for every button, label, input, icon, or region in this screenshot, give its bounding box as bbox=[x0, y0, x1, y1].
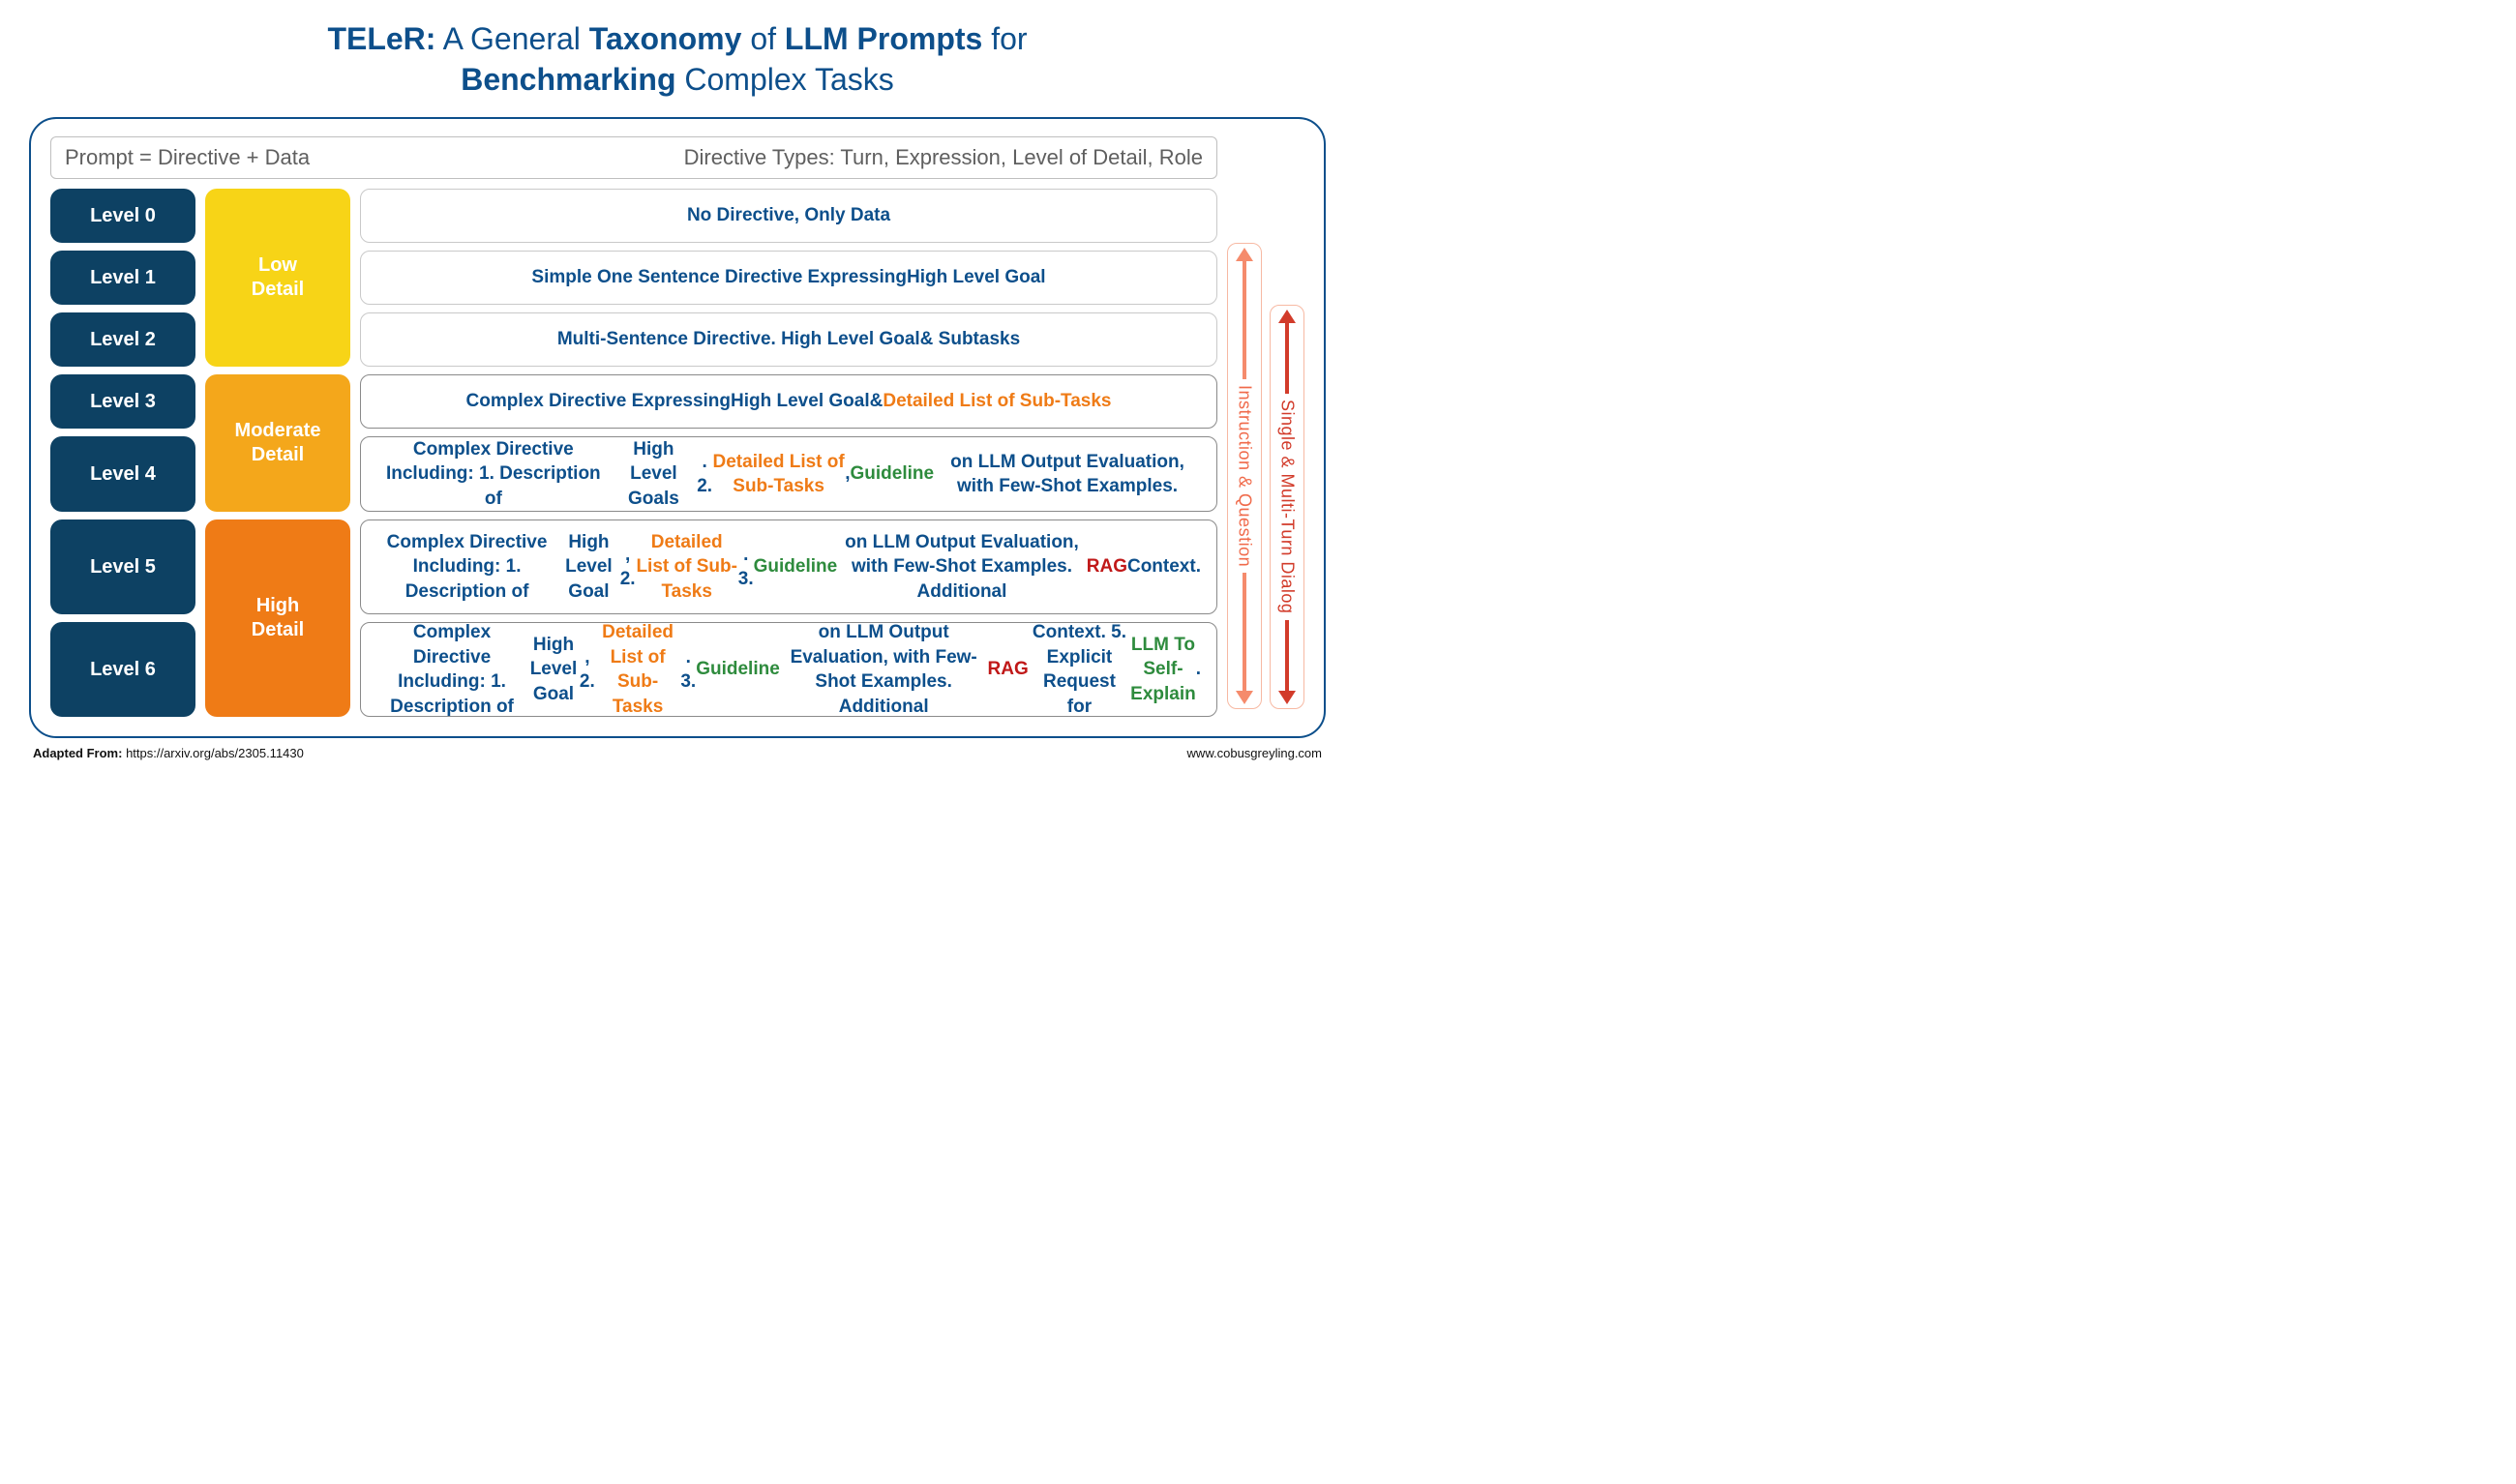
level-desc-0: No Directive, Only Data bbox=[360, 189, 1217, 243]
level-desc-4: Complex Directive Including: 1. Descript… bbox=[360, 436, 1217, 512]
side-rails-container: Instruction & Question Single & Multi-Tur… bbox=[1227, 136, 1304, 717]
main-frame: Prompt = Directive + Data Directive Type… bbox=[29, 117, 1326, 738]
taxonomy-grid: Level 0Level 1Level 2Level 3Level 4Level… bbox=[50, 189, 1217, 717]
side-rail-label-1: Single & Multi-Turn Dialog bbox=[1277, 394, 1298, 619]
level-pill-0: Level 0 bbox=[50, 189, 195, 243]
level-desc-6: Complex Directive Including: 1. Descript… bbox=[360, 622, 1217, 717]
footer: Adapted From: https://arxiv.org/abs/2305… bbox=[29, 746, 1326, 760]
level-desc-1: Simple One Sentence Directive Expressing… bbox=[360, 251, 1217, 305]
level-desc-5: Complex Directive Including: 1. Descript… bbox=[360, 519, 1217, 614]
header-right: Directive Types: Turn, Expression, Level… bbox=[684, 145, 1203, 170]
page-title: TELeR: A General Taxonomy of LLM Prompts… bbox=[29, 19, 1326, 100]
level-pill-5: Level 5 bbox=[50, 519, 195, 614]
level-pill-3: Level 3 bbox=[50, 374, 195, 429]
level-pill-2: Level 2 bbox=[50, 312, 195, 367]
detail-group-1: ModerateDetail bbox=[205, 374, 350, 512]
footer-left: Adapted From: https://arxiv.org/abs/2305… bbox=[33, 746, 304, 760]
level-desc-2: Multi-Sentence Directive. High Level Goa… bbox=[360, 312, 1217, 367]
detail-group-2: HighDetail bbox=[205, 519, 350, 717]
header-bar: Prompt = Directive + Data Directive Type… bbox=[50, 136, 1217, 179]
side-rail-0: Instruction & Question bbox=[1227, 243, 1262, 709]
header-left: Prompt = Directive + Data bbox=[65, 145, 310, 170]
level-pill-4: Level 4 bbox=[50, 436, 195, 512]
level-desc-3: Complex Directive Expressing High Level … bbox=[360, 374, 1217, 429]
detail-group-0: LowDetail bbox=[205, 189, 350, 367]
side-rail-1: Single & Multi-Turn Dialog bbox=[1270, 305, 1304, 709]
level-pill-6: Level 6 bbox=[50, 622, 195, 717]
level-pill-1: Level 1 bbox=[50, 251, 195, 305]
footer-right: www.cobusgreyling.com bbox=[1187, 746, 1322, 760]
side-rail-label-0: Instruction & Question bbox=[1235, 379, 1255, 573]
